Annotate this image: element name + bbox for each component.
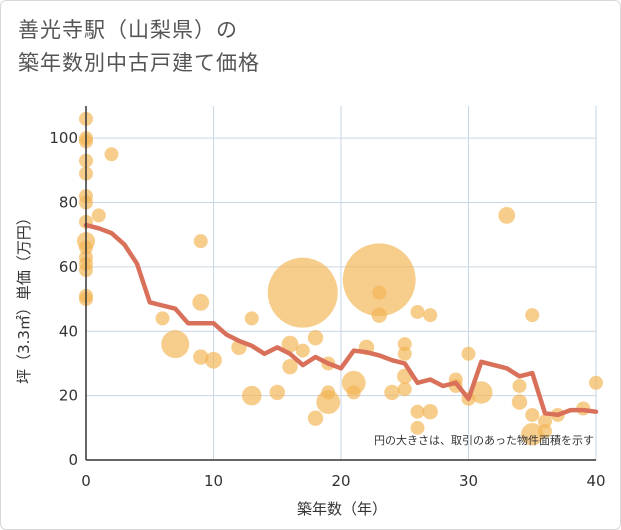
data-point [193, 234, 208, 249]
y-tick-label: 0 [68, 451, 78, 469]
data-point [341, 370, 366, 395]
data-point [342, 243, 416, 317]
y-axis-title: 坪（3.3㎡）単価（万円） [15, 210, 33, 384]
x-axis-title: 築年数（年） [297, 500, 387, 518]
data-point [267, 257, 338, 328]
x-tick-label: 10 [204, 472, 223, 490]
data-point [525, 407, 540, 422]
data-point [282, 358, 298, 375]
data-point [192, 293, 210, 311]
data-point [161, 330, 190, 359]
data-point [205, 351, 222, 369]
y-tick-label: 60 [59, 258, 78, 276]
data-point [511, 394, 528, 410]
x-tick-labels: 0 10 20 30 40 [81, 472, 605, 490]
x-tick-label: 0 [81, 472, 91, 490]
gridlines [86, 106, 597, 460]
data-point [512, 378, 527, 393]
y-tick-label: 80 [59, 194, 78, 212]
data-point [269, 384, 285, 401]
data-point [525, 308, 540, 323]
chart-title-line-1: 善光寺駅（山梨県）の [18, 18, 238, 42]
data-point [307, 330, 324, 346]
data-point [371, 307, 387, 323]
chart-title-line-2: 築年数別中古戸建て価格 [18, 51, 260, 75]
size-note: 円の大きさは、取引のあった物件面積を示す [374, 433, 594, 447]
data-point [410, 304, 425, 319]
data-point [470, 381, 493, 404]
data-point [521, 423, 544, 446]
data-point [384, 384, 400, 401]
data-point [461, 346, 476, 361]
data-point [307, 410, 324, 426]
x-tick-label: 20 [331, 472, 350, 490]
data-point [104, 147, 119, 162]
y-tick-label: 40 [59, 322, 78, 340]
data-point [538, 424, 552, 439]
y-tick-label: 100 [49, 129, 78, 147]
data-point [241, 385, 262, 406]
data-point [193, 349, 209, 365]
x-tick-label: 40 [586, 472, 605, 490]
data-point [372, 285, 387, 300]
data-point [244, 311, 259, 326]
data-point [397, 346, 412, 361]
trend-line [83, 222, 599, 418]
data-point [589, 375, 603, 390]
axes [85, 106, 596, 461]
y-tick-labels: 0 20 40 60 80 100 [49, 129, 78, 469]
y-tick-label: 20 [59, 387, 78, 405]
data-point [91, 208, 106, 223]
data-point [498, 207, 516, 224]
data-point [397, 382, 412, 397]
chart-title: 善光寺駅（山梨県）の 築年数別中古戸建て価格 [18, 14, 260, 80]
data-point [397, 337, 412, 352]
data-point [295, 343, 310, 358]
data-point [423, 308, 438, 323]
data-point [316, 390, 341, 414]
data-point [422, 404, 438, 420]
data-point [155, 311, 170, 326]
data-point [346, 385, 361, 400]
data-point [410, 420, 425, 435]
data-point [410, 404, 425, 419]
data-point [538, 414, 552, 429]
x-tick-label: 30 [459, 472, 478, 490]
data-point [281, 335, 299, 353]
